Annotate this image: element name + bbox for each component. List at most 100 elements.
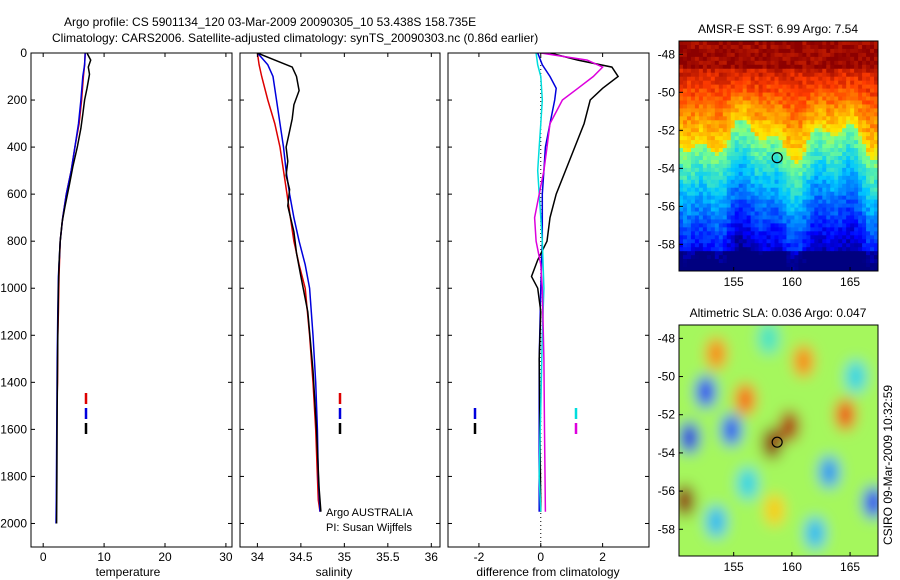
sst-cell <box>694 64 700 70</box>
sst-cell <box>866 124 871 129</box>
sla-map-ytick-label: -52 <box>658 408 676 422</box>
sst-cell <box>846 263 851 268</box>
sst-cell <box>778 239 784 244</box>
sst-cell <box>686 211 692 217</box>
sst-cell <box>718 60 724 66</box>
sst-cell <box>738 60 744 66</box>
sst-cell <box>810 68 815 74</box>
sst-cell <box>830 251 835 256</box>
sst-cell <box>706 235 712 240</box>
sst-cell <box>710 263 716 268</box>
sst-cell <box>830 76 835 82</box>
sst-cell <box>734 152 740 157</box>
sst-cell <box>870 120 875 125</box>
sst-cell <box>714 203 720 209</box>
sst-cell <box>734 64 740 70</box>
sst-cell <box>830 64 835 70</box>
sst-cell <box>798 72 803 78</box>
sst-cell <box>710 207 716 213</box>
sst-cell <box>822 72 827 78</box>
sst-cell <box>838 231 843 236</box>
sst-cell <box>850 72 855 78</box>
sst-cell <box>818 231 823 236</box>
sst-cell <box>746 96 752 102</box>
sst-cell <box>762 88 768 94</box>
sst-cell <box>702 167 708 173</box>
sst-cell <box>806 112 811 117</box>
sst-cell <box>826 255 831 260</box>
sst-cell <box>734 144 740 149</box>
sst-cell <box>710 44 716 50</box>
sst-cell <box>762 72 768 78</box>
sst-cell <box>718 175 724 181</box>
sst-cell <box>679 191 684 197</box>
sst-cell <box>766 72 772 78</box>
sst-cell <box>706 259 712 264</box>
sst-cell <box>730 223 736 228</box>
sst-cell <box>790 116 796 121</box>
sst-cell <box>742 251 748 256</box>
sst-cell <box>790 60 796 66</box>
sst-cell <box>682 235 688 240</box>
sst-cell <box>818 52 823 58</box>
sst-cell <box>694 239 700 244</box>
sst-cell <box>706 183 712 189</box>
sst-cell <box>798 156 803 161</box>
sla-eddy <box>735 383 756 416</box>
sst-cell <box>850 120 855 125</box>
sst-cell <box>862 163 867 169</box>
sst-cell <box>778 247 784 252</box>
sst-cell <box>826 239 831 244</box>
sst-cell <box>754 64 760 70</box>
sst-cell <box>750 76 756 82</box>
sst-cell <box>802 104 807 110</box>
sst-cell <box>854 88 859 94</box>
sst-cell <box>758 132 764 137</box>
sst-cell <box>794 203 799 209</box>
sst-cell <box>702 88 708 94</box>
sst-cell <box>679 44 684 50</box>
sst-cell <box>862 239 867 244</box>
sst-cell <box>838 84 843 90</box>
sst-cell <box>698 112 704 117</box>
sst-cell <box>758 64 764 70</box>
sst-cell <box>858 144 863 149</box>
sst-cell <box>682 159 688 165</box>
sst-cell <box>746 156 752 161</box>
sst-cell <box>726 48 732 54</box>
sst-cell <box>714 231 720 236</box>
sst-cell <box>854 44 859 50</box>
sst-cell <box>866 76 871 82</box>
sst-cell <box>866 84 871 90</box>
sst-cell <box>782 199 788 205</box>
sst-cell <box>750 267 756 271</box>
sst-cell <box>818 116 823 121</box>
sst-cell <box>866 171 871 177</box>
sst-cell <box>822 152 827 157</box>
sst-cell <box>830 267 835 271</box>
sst-cell <box>734 183 740 189</box>
sst-cell <box>834 104 839 110</box>
sst-cell <box>734 112 740 117</box>
sst-cell <box>730 259 736 264</box>
sst-cell <box>682 140 688 145</box>
sst-cell <box>758 60 764 66</box>
sst-cell <box>778 203 784 209</box>
sst-cell <box>786 195 792 201</box>
sst-cell <box>806 116 811 121</box>
sst-cell <box>706 251 712 256</box>
sst-cell <box>874 96 878 102</box>
sst-cell <box>818 223 823 228</box>
sst-cell <box>746 227 752 232</box>
sst-cell <box>686 80 692 86</box>
sst-cell <box>682 203 688 209</box>
sst-cell <box>806 195 811 201</box>
sst-cell <box>682 100 688 106</box>
sst-cell <box>870 207 875 213</box>
sst-cell <box>814 255 819 260</box>
sst-cell <box>698 235 704 240</box>
sst-cell <box>686 183 692 189</box>
sst-cell <box>830 239 835 244</box>
sst-cell <box>838 219 843 225</box>
sst-cell <box>738 171 744 177</box>
